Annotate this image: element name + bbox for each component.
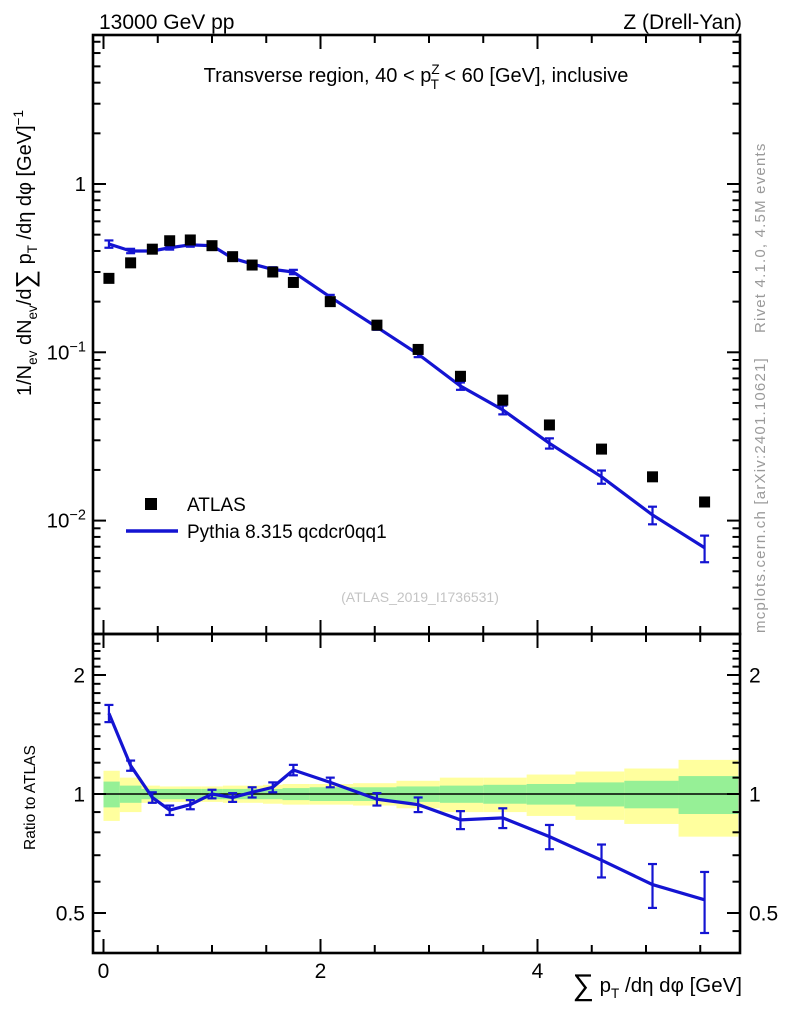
svg-text:2: 2 [315, 960, 327, 983]
plot-title: Transverse region, 40 < pZ T < 60 [GeV], … [204, 62, 629, 92]
svg-text:0.5: 0.5 [56, 902, 85, 925]
svg-text:10−1: 10−1 [47, 339, 86, 364]
x-axis-title: ∑ pT /dη dφ [GeV] [573, 969, 742, 1002]
svg-text:10−2: 10−2 [47, 508, 86, 533]
main-panel-frame [91, 33, 742, 636]
rivet-version-note: Rivet 4.1.0, 4.5M events [752, 142, 769, 333]
legend-label-atlas: ATLAS [187, 495, 246, 516]
analysis-id-watermark: (ATLAS_2019_I1736531) [341, 589, 499, 605]
main-y-axis-title: 1/Nev dNev/d∑ pT /dη dφ [GeV]−1 [10, 110, 40, 396]
svg-text:0: 0 [98, 960, 110, 983]
ratio-panel-frame [91, 632, 742, 955]
svg-text:2: 2 [73, 665, 85, 688]
legend: ATLAS Pythia 8.315 qcdcr0qq1 [126, 495, 387, 543]
legend-marker-atlas [145, 498, 157, 510]
process-label: Z (Drell-Yan) [623, 11, 742, 34]
svg-text:2: 2 [749, 665, 761, 688]
legend-label-pythia: Pythia 8.315 qcdcr0qq1 [187, 522, 387, 543]
svg-text:4: 4 [532, 960, 544, 983]
svg-text:1: 1 [73, 784, 85, 807]
atlas-data-points [103, 234, 711, 508]
ratio-curve [104, 703, 710, 935]
svg-text:1: 1 [75, 173, 86, 196]
beam-energy-label: 13000 GeV pp [99, 11, 235, 34]
svg-text:1: 1 [749, 784, 761, 807]
ratio-axis-title: Ratio to ATLAS [22, 745, 39, 850]
mcplots-arxiv-note: mcplots.cern.ch [arXiv:2401.10621] [752, 357, 769, 633]
svg-text:0.5: 0.5 [749, 902, 778, 925]
